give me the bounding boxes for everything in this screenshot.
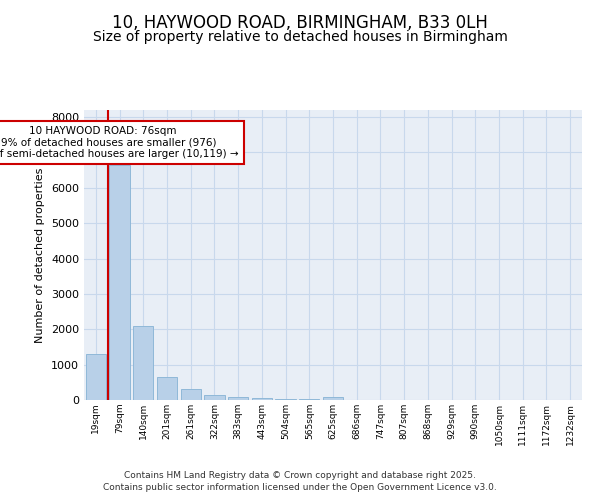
Bar xyxy=(252,398,272,400)
Text: Contains HM Land Registry data © Crown copyright and database right 2025.: Contains HM Land Registry data © Crown c… xyxy=(124,472,476,480)
Bar xyxy=(205,394,224,400)
Bar xyxy=(275,398,296,400)
Bar xyxy=(86,354,106,400)
Bar xyxy=(133,326,154,400)
Bar xyxy=(181,389,201,400)
Text: 10, HAYWOOD ROAD, BIRMINGHAM, B33 0LH: 10, HAYWOOD ROAD, BIRMINGHAM, B33 0LH xyxy=(112,14,488,32)
Bar xyxy=(323,397,343,400)
Text: Size of property relative to detached houses in Birmingham: Size of property relative to detached ho… xyxy=(92,30,508,44)
Y-axis label: Number of detached properties: Number of detached properties xyxy=(35,168,46,342)
Text: Contains public sector information licensed under the Open Government Licence v3: Contains public sector information licen… xyxy=(103,483,497,492)
Bar xyxy=(109,165,130,400)
Bar xyxy=(299,399,319,400)
Bar xyxy=(157,377,177,400)
Text: 10 HAYWOOD ROAD: 76sqm
← 9% of detached houses are smaller (976)
91% of semi-det: 10 HAYWOOD ROAD: 76sqm ← 9% of detached … xyxy=(0,126,239,159)
Bar xyxy=(228,397,248,400)
